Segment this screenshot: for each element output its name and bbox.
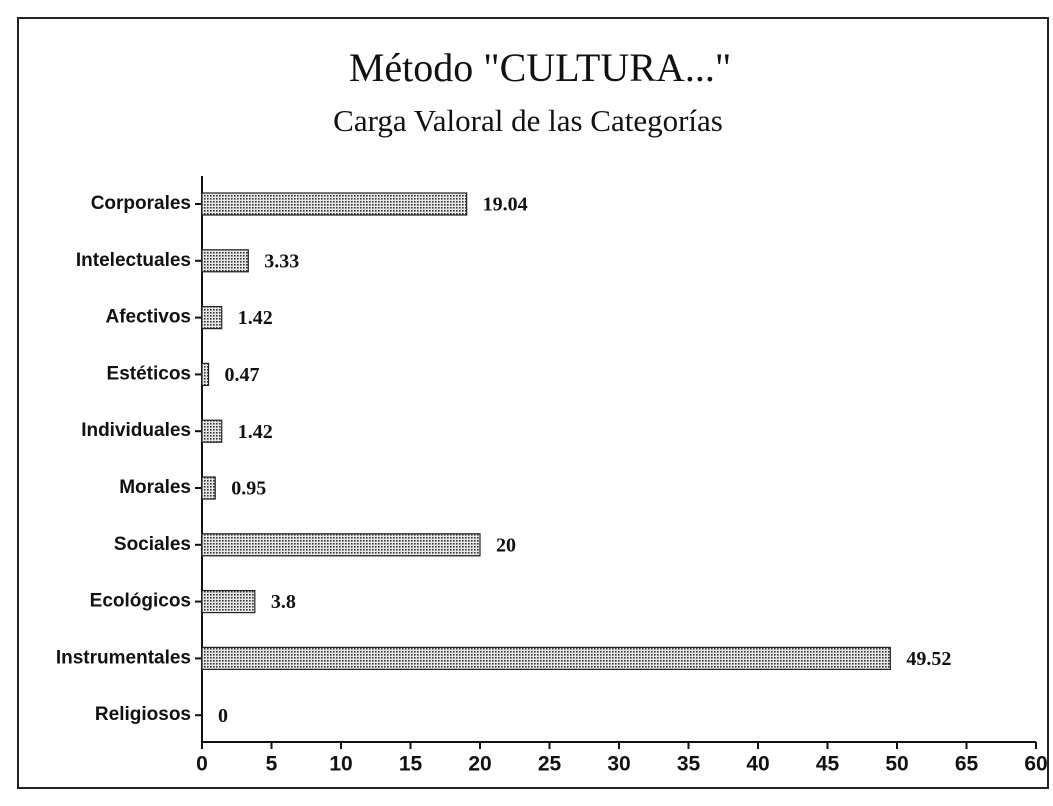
x-tick-label: 45 xyxy=(816,753,840,776)
bar xyxy=(201,192,468,216)
bar xyxy=(201,306,223,330)
value-label: 1.42 xyxy=(238,307,273,329)
y-tick-label: Afectivos xyxy=(105,307,191,328)
y-tick-label: Morales xyxy=(119,477,191,498)
value-label: 49.52 xyxy=(906,648,951,670)
x-tick-label: 25 xyxy=(538,753,562,776)
value-label: 0 xyxy=(218,705,228,727)
bar xyxy=(201,646,891,671)
x-tick-label: 10 xyxy=(329,753,352,776)
chart-title: Método "CULTURA..." xyxy=(349,45,731,90)
value-label: 19.04 xyxy=(483,194,528,216)
y-tick-label: Instrumentales xyxy=(56,647,191,668)
y-tick-label: Corporales xyxy=(91,193,191,214)
y-tick-label: Ecológicos xyxy=(90,591,191,612)
bar xyxy=(201,362,210,386)
bar xyxy=(201,589,256,614)
value-label: 3.8 xyxy=(271,591,296,613)
x-tick-label: 15 xyxy=(399,753,423,776)
x-tick-label: 65 xyxy=(955,753,979,776)
y-tick-label: Religiosos xyxy=(95,704,191,725)
x-tick-label: 60 xyxy=(1024,753,1047,776)
value-label: 1.42 xyxy=(238,421,273,443)
value-label: 3.33 xyxy=(264,250,299,272)
x-tick-label: 50 xyxy=(885,753,908,776)
bar xyxy=(201,476,216,500)
chart-subtitle: Carga Valoral de las Categorías xyxy=(333,103,723,138)
frame xyxy=(17,17,1049,789)
bar xyxy=(201,249,249,273)
x-tick-label: 5 xyxy=(266,753,278,776)
value-label: 0.47 xyxy=(225,364,260,386)
x-tick-label: 30 xyxy=(607,753,630,776)
x-tick-label: 35 xyxy=(677,753,701,776)
bar xyxy=(201,533,481,557)
x-tick-label: 0 xyxy=(196,753,208,776)
bar xyxy=(201,419,223,443)
value-label: 0.95 xyxy=(231,478,266,500)
y-tick-label: Estéticos xyxy=(107,363,191,384)
x-tick-label: 20 xyxy=(468,753,491,776)
y-tick-label: Sociales xyxy=(114,534,191,555)
y-tick-label: Individuales xyxy=(81,420,191,441)
x-tick-label: 40 xyxy=(746,753,769,776)
value-label: 20 xyxy=(496,534,516,556)
y-tick-label: Intelectuales xyxy=(76,250,191,271)
